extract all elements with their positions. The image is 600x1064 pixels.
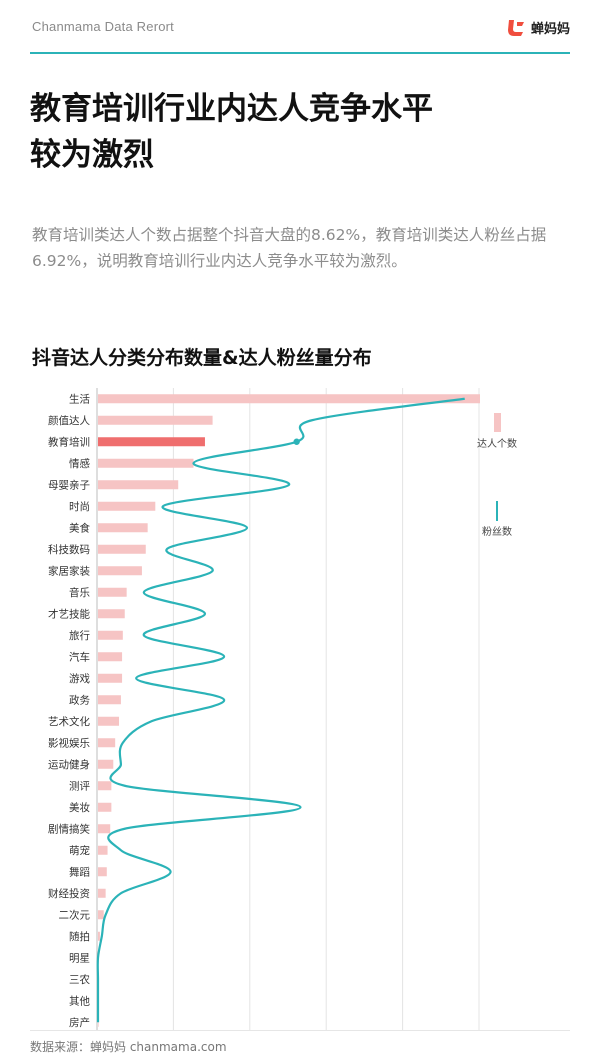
bar-时尚: [98, 501, 156, 511]
category-label: 明星: [69, 953, 90, 965]
category-label: 美妆: [69, 801, 90, 814]
headline-line-2: 较为激烈: [30, 137, 154, 173]
chart-title: 抖音达人分类分布数量&达人粉丝量分布: [32, 347, 372, 369]
bar-美食: [98, 523, 148, 533]
category-label: 萌宠: [69, 844, 90, 857]
category-label: 时尚: [69, 500, 90, 513]
bar-二次元: [98, 910, 104, 920]
bar-剧情搞笑: [98, 824, 111, 834]
category-label: 运动健身: [48, 758, 90, 771]
category-label: 生活: [69, 393, 90, 406]
headline-line-1: 教育培训行业内达人竞争水平: [30, 91, 433, 127]
bar-舞蹈: [98, 867, 107, 877]
category-label: 三农: [69, 973, 90, 986]
bar-教育培训: [98, 437, 205, 447]
category-label: 剧情搞笑: [48, 823, 90, 836]
bar-科技数码: [98, 544, 146, 554]
category-label: 情感: [69, 457, 90, 470]
category-label: 政务: [69, 694, 90, 707]
logo-text: 蝉妈妈: [530, 21, 570, 37]
bar-情感: [98, 458, 194, 468]
bottom-divider: [30, 1030, 570, 1031]
bar-测评: [98, 781, 112, 791]
category-label: 旅行: [69, 629, 90, 642]
bar-随拍: [98, 931, 100, 941]
legend-swatch-bar: [494, 413, 501, 432]
bar-萌宠: [98, 845, 108, 855]
bar-颜值达人: [98, 415, 213, 425]
bar-音乐: [98, 587, 127, 597]
footer-source: 数据来源：蝉妈妈 chanmama.com: [30, 1040, 227, 1054]
category-label: 影视娱乐: [48, 737, 90, 750]
bar-母婴亲子: [98, 480, 179, 490]
category-label: 音乐: [69, 586, 90, 599]
category-label: 教育培训: [48, 436, 90, 449]
chart: 生活颜值达人教育培训情感母婴亲子时尚美食科技数码家居家装音乐才艺技能旅行汽车游戏…: [48, 388, 517, 1030]
headline: 教育培训行业内达人竞争水平 较为激烈: [30, 86, 570, 178]
category-label: 家居家装: [48, 565, 90, 578]
bar-艺术文化: [98, 716, 120, 726]
category-label: 颜值达人: [48, 414, 90, 427]
category-label: 艺术文化: [48, 715, 90, 728]
category-label: 其他: [69, 995, 90, 1008]
bar-运动健身: [98, 759, 114, 769]
category-label: 财经投资: [48, 887, 90, 900]
bar-汽车: [98, 652, 123, 662]
category-label: 房产: [69, 1016, 90, 1029]
chanmama-logo-icon: [507, 20, 524, 36]
bar-旅行: [98, 630, 123, 640]
category-label: 美食: [69, 522, 90, 535]
logo: 蝉妈妈: [505, 16, 570, 38]
category-label: 二次元: [59, 909, 91, 922]
category-label: 测评: [69, 780, 90, 793]
bar-影视娱乐: [98, 738, 116, 748]
category-label: 科技数码: [48, 543, 90, 556]
bar-游戏: [98, 673, 123, 683]
bar-美妆: [98, 802, 112, 812]
highlight-point: [293, 438, 300, 445]
category-label: 母婴亲子: [48, 479, 90, 492]
category-label: 舞蹈: [69, 867, 90, 879]
legend-label-line: 粉丝数: [482, 525, 512, 538]
bar-政务: [98, 695, 121, 705]
legend-label-bar: 达人个数: [477, 437, 517, 450]
bar-家居家装: [98, 566, 142, 576]
brand-text: Chanmama Data Rerort: [32, 19, 174, 34]
description: 教育培训类达人个数占据整个抖音大盘的8.62%，教育培训类达人粉丝占据6.92%…: [32, 226, 547, 270]
bar-生活: [98, 394, 480, 404]
top-bar: Chanmama Data Rerort 蝉妈妈: [0, 0, 600, 52]
category-label: 随拍: [69, 930, 90, 943]
category-label: 才艺技能: [48, 608, 90, 621]
category-label: 游戏: [69, 672, 90, 685]
fans-line: [96, 397, 465, 1023]
top-divider: [30, 52, 570, 54]
bar-财经投资: [98, 888, 106, 898]
category-label: 汽车: [69, 651, 90, 664]
bar-才艺技能: [98, 609, 125, 619]
